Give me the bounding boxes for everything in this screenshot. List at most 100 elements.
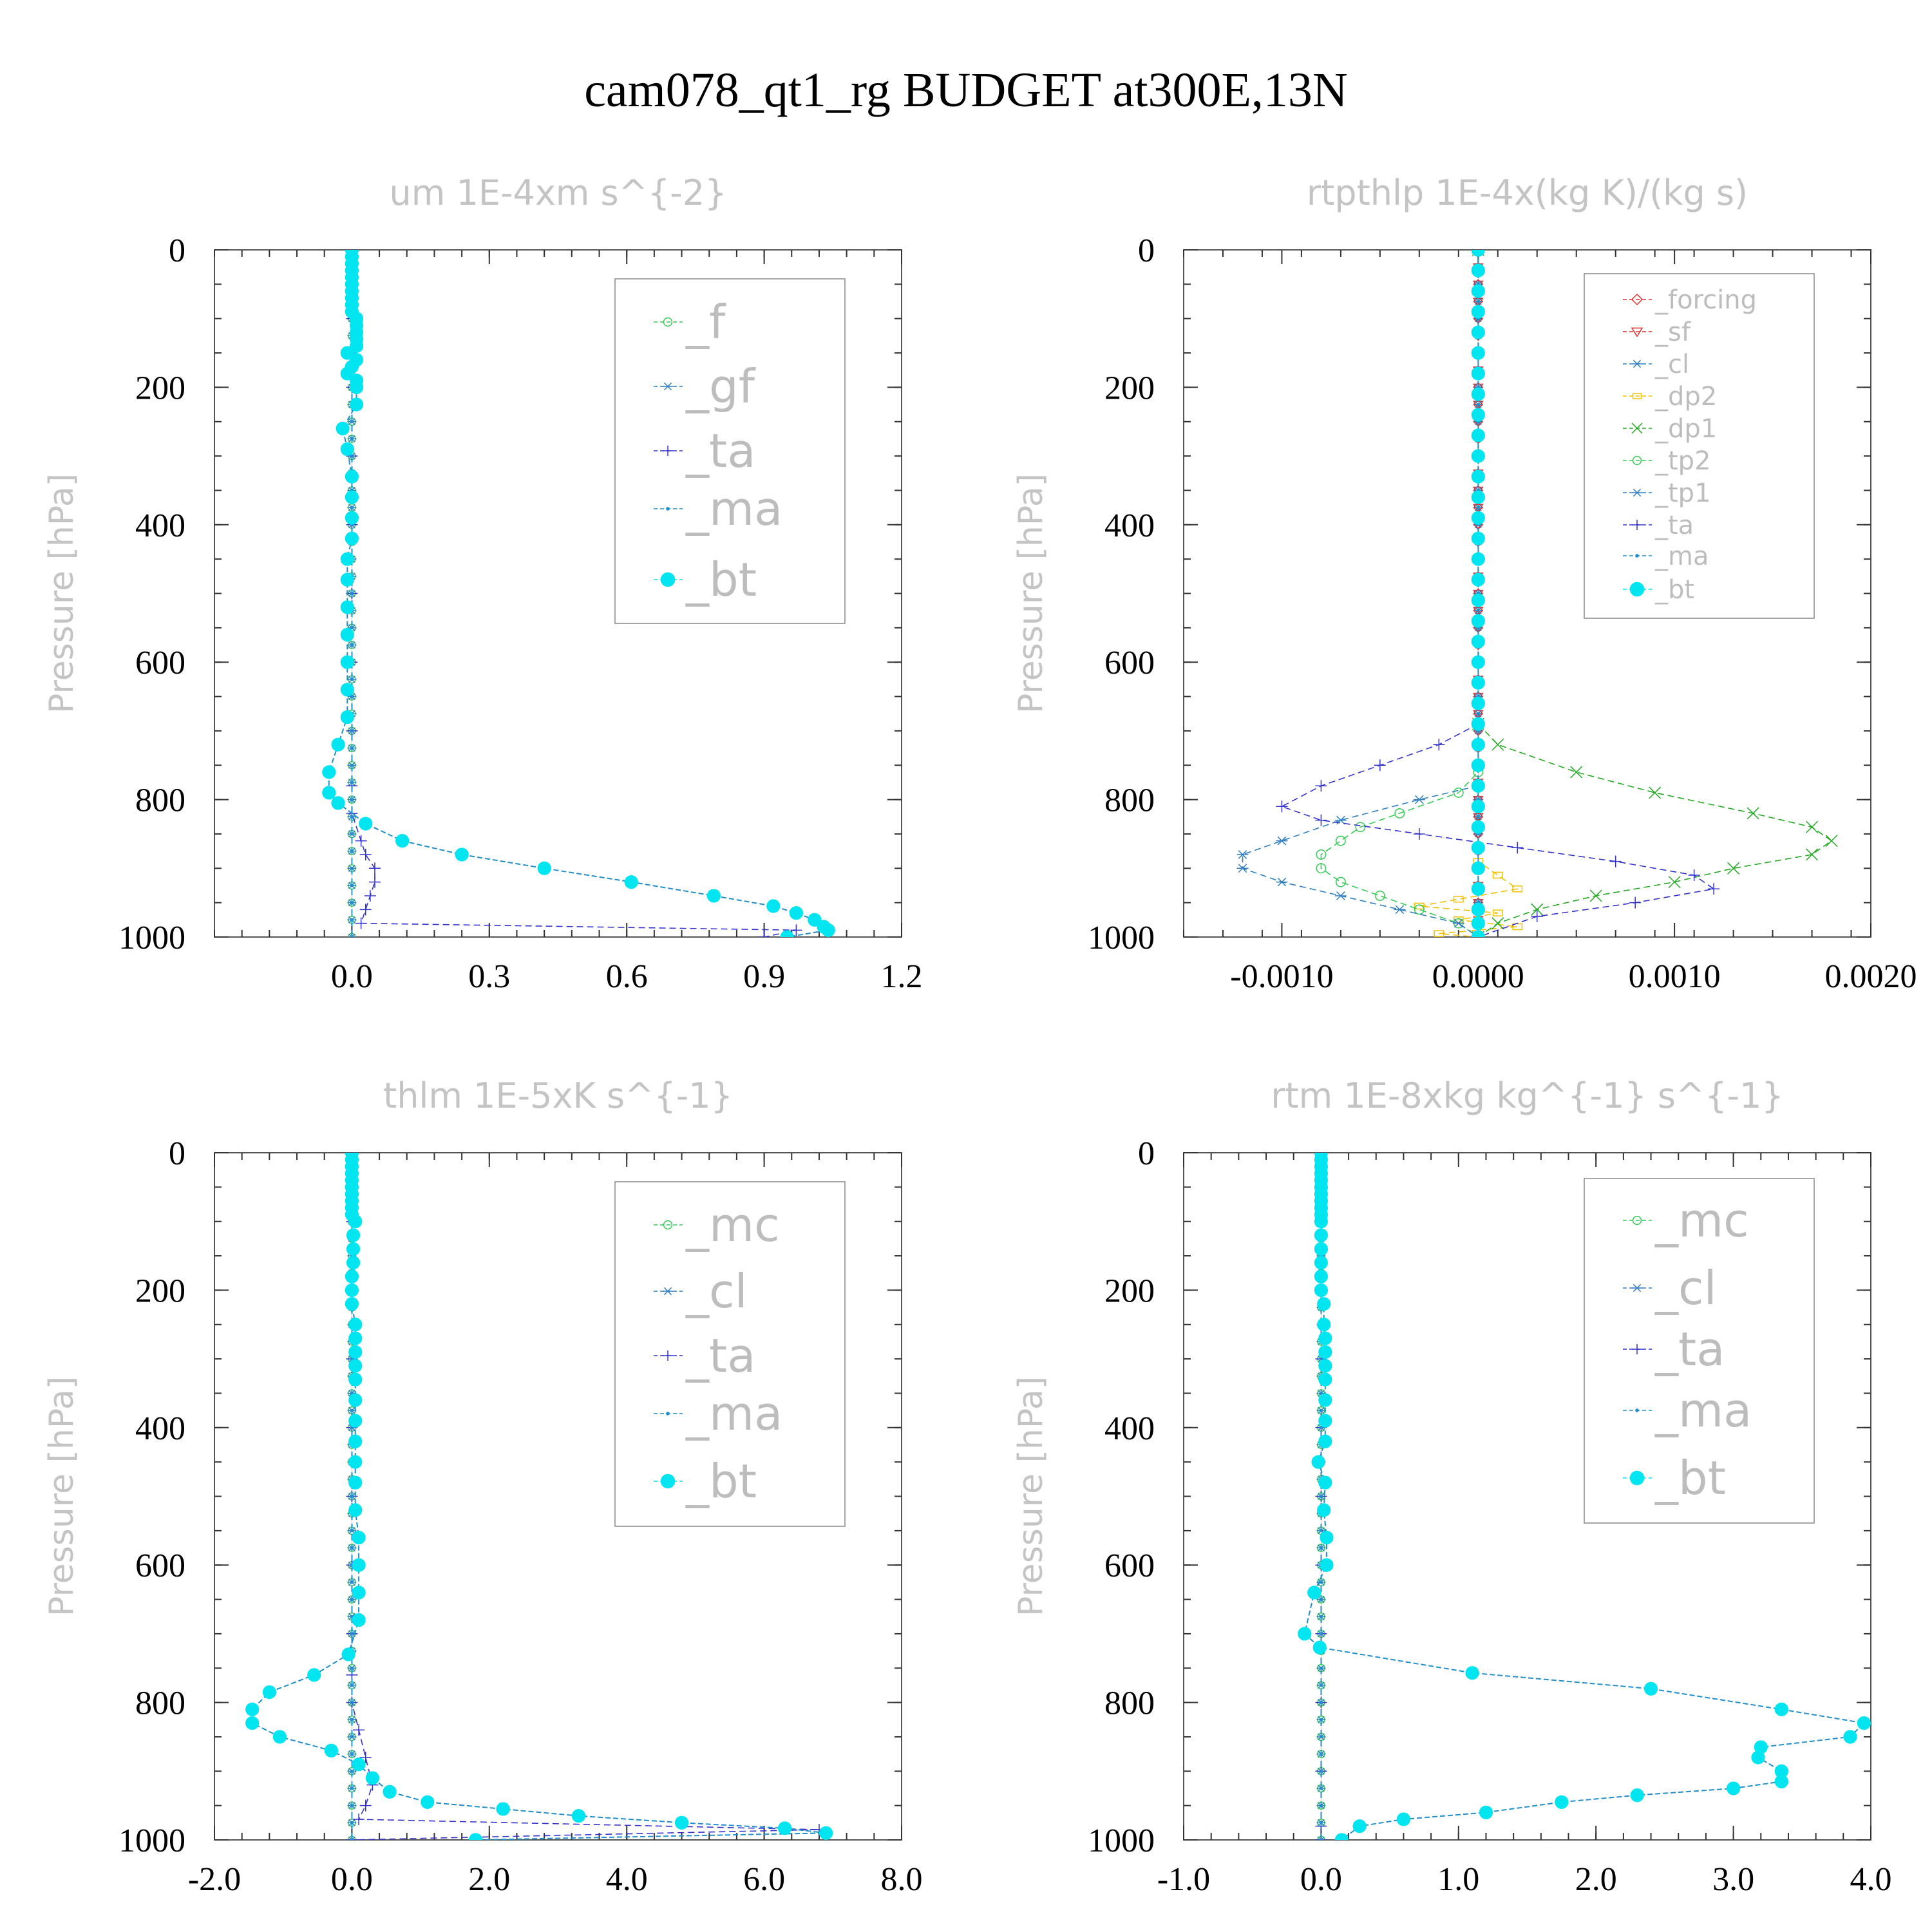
marker-bt-40 <box>365 1771 380 1785</box>
marker-ta-3 <box>1374 759 1386 772</box>
x-tick-label: -2.0 <box>188 1861 241 1898</box>
marker-dp1-7 <box>1825 835 1838 848</box>
legend-label-dp1: _dp1 <box>1654 414 1717 444</box>
marker-bt-22 <box>336 421 350 436</box>
marker-ma-350 <box>1319 1392 1323 1395</box>
marker-bt-43 <box>496 1802 510 1816</box>
legend-label-tp1: _tp1 <box>1654 478 1711 508</box>
marker-bt-40 <box>395 833 410 848</box>
marker-ma-775 <box>1319 1683 1323 1687</box>
marker-bt-44 <box>571 1809 586 1823</box>
marker-bt-25 <box>1311 1455 1325 1469</box>
marker-bt-44 <box>706 889 721 903</box>
marker-bt-19 <box>1318 1345 1332 1359</box>
marker-ma-legend <box>1635 554 1639 558</box>
marker-bt-46 <box>777 1821 792 1835</box>
marker-bt-9 <box>1471 428 1485 442</box>
x-tick-label: 0.9 <box>743 958 785 995</box>
marker-bt-36 <box>322 765 336 779</box>
y-tick-label: 1000 <box>118 1823 185 1859</box>
marker-bt-17 <box>1471 593 1485 607</box>
marker-bt-23 <box>1471 717 1485 731</box>
marker-bt-21 <box>1318 1372 1332 1387</box>
marker-bt-1 <box>1471 263 1485 278</box>
marker-dp2-3 <box>1512 886 1523 893</box>
marker-ma-275 <box>350 437 354 440</box>
marker-bt-11 <box>1314 1228 1329 1242</box>
marker-dp1-4 <box>1649 786 1662 799</box>
marker-bt-14 <box>345 1269 359 1283</box>
y-tick-label: 800 <box>1104 782 1155 819</box>
marker-bt-41 <box>1774 1774 1788 1788</box>
legend-label-cl: _cl <box>1654 350 1689 379</box>
legend-box <box>614 1181 846 1527</box>
marker-bt-24 <box>348 1434 363 1448</box>
legend-label-bt: _bt <box>685 1454 757 1508</box>
marker-bt-0 <box>1471 250 1485 257</box>
marker-ma-625 <box>350 1580 354 1584</box>
x-tick-label: 0.0020 <box>1825 958 1917 995</box>
x-tick-label: 4.0 <box>606 1861 648 1898</box>
marker-tp1-2 <box>1413 795 1425 804</box>
marker-bt-20 <box>349 380 364 395</box>
panel-title: um 1E-4xm s^{-2} <box>390 173 727 213</box>
legend-label-mc: _mc <box>1654 1193 1749 1247</box>
marker-bt-31 <box>1298 1627 1312 1641</box>
marker-bt-29 <box>352 1558 366 1572</box>
marker-bt-28 <box>340 552 354 566</box>
marker-dp1-5 <box>1747 807 1759 820</box>
marker-bt-12 <box>1471 490 1485 504</box>
marker-bt-47 <box>1352 1819 1367 1833</box>
marker-bt-29 <box>1471 840 1485 855</box>
marker-bt-20 <box>1471 655 1485 669</box>
marker-bt-34 <box>262 1685 276 1700</box>
marker-ta-8 <box>1511 842 1524 854</box>
marker-dp1-8 <box>1806 848 1819 861</box>
marker-bt-19 <box>348 1345 363 1359</box>
marker-ma-575 <box>1319 1546 1323 1549</box>
legend-label-dp2: _dp2 <box>1654 382 1717 412</box>
series-group <box>1298 1153 1871 1840</box>
marker-tp2-6 <box>1316 849 1327 860</box>
marker-bt-35 <box>245 1702 260 1716</box>
marker-bt-33 <box>1471 916 1485 931</box>
marker-bt-18 <box>348 1331 363 1345</box>
marker-ma-750 <box>350 763 354 767</box>
marker-bt-37 <box>272 1730 287 1744</box>
marker-bt-15 <box>345 1283 359 1298</box>
marker-bt-26 <box>1471 779 1485 793</box>
marker-ma-550 <box>350 1529 354 1533</box>
marker-ma-775 <box>350 781 354 784</box>
marker-ma-825 <box>1319 1718 1323 1721</box>
marker-bt-23 <box>348 1414 363 1428</box>
marker-tp2-legend <box>1632 455 1642 466</box>
marker-bt-29 <box>340 573 354 587</box>
marker-bt-35 <box>1774 1702 1788 1716</box>
x-tick-label: 6.0 <box>743 1861 785 1898</box>
marker-bt-34 <box>1471 930 1485 937</box>
marker-tp2-7 <box>1316 863 1327 874</box>
marker-bt-20 <box>348 1359 363 1373</box>
series-line-ta <box>351 1153 820 1840</box>
marker-forcing-legend <box>1631 293 1643 306</box>
marker-ma-925 <box>350 884 354 887</box>
y-tick-label: 800 <box>1104 1685 1155 1722</box>
marker-ma-575 <box>350 1546 354 1549</box>
marker-ta-12 <box>368 862 381 875</box>
marker-bt-25 <box>1471 758 1485 772</box>
series-line-dp1 <box>1477 250 1833 937</box>
series-group <box>1236 250 1838 937</box>
marker-ma-875 <box>350 849 354 853</box>
marker-ma-700 <box>350 1632 354 1636</box>
marker-ta-9 <box>1609 855 1622 867</box>
marker-bt-4 <box>1471 325 1485 339</box>
marker-ta-4 <box>1315 780 1327 792</box>
marker-dp1-11 <box>1589 889 1602 902</box>
marker-ma-300 <box>350 454 354 458</box>
marker-bt-27 <box>1317 1503 1331 1517</box>
marker-mc-legend <box>1632 1215 1642 1226</box>
marker-bt-17 <box>348 1318 363 1332</box>
x-tick-label: 3.0 <box>1712 1861 1754 1898</box>
marker-bt-38 <box>1754 1740 1768 1754</box>
marker-ma-700 <box>350 729 354 733</box>
